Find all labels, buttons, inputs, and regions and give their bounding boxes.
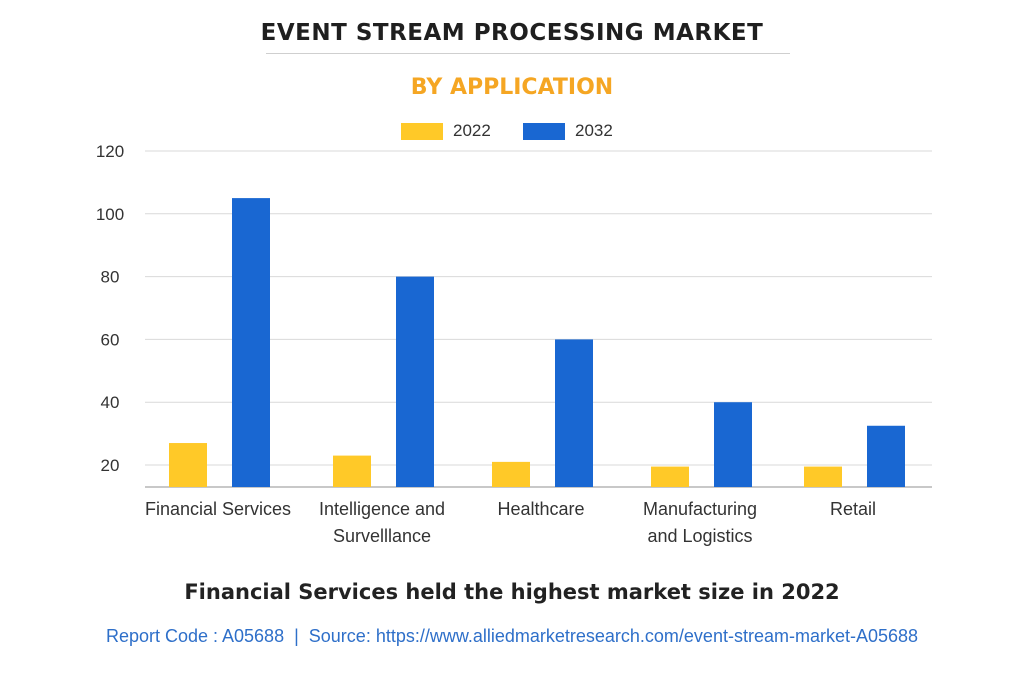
chart-subtitle: BY APPLICATION xyxy=(410,75,614,100)
bar-2022-1 xyxy=(333,455,371,487)
bar-2032-2 xyxy=(555,339,593,487)
y-tick-label-120: 120 xyxy=(96,142,124,161)
legend-swatch-2022 xyxy=(401,122,443,140)
x-tick-label-line: Survelllance xyxy=(333,526,431,546)
x-tick-label-line: Retail xyxy=(830,499,876,519)
x-tick-label-3: Manufacturing and Logistics xyxy=(643,499,757,546)
title-divider xyxy=(266,53,790,54)
legend-label-2022: 2022 xyxy=(453,121,491,140)
source-link[interactable]: Source: https://www.alliedmarketresearch… xyxy=(308,626,919,646)
legend-item-2022: 2022 xyxy=(401,120,491,142)
legend-swatch-2032 xyxy=(523,122,565,140)
y-tick-label-20: 20 xyxy=(101,456,120,475)
legend-item-2032: 2032 xyxy=(523,120,613,142)
x-tick-label-line: Financial Services xyxy=(145,499,291,519)
x-tick-label-line: Healthcare xyxy=(497,499,584,519)
bar-2022-0 xyxy=(169,443,207,487)
x-tick-label-line: Manufacturing xyxy=(643,499,757,519)
x-tick-label-line: and Logistics xyxy=(647,526,752,546)
y-tick-label-60: 60 xyxy=(101,330,120,349)
x-tick-label-0: Financial Services xyxy=(145,499,291,519)
source-separator: | xyxy=(294,626,299,646)
chart-legend: 2022 2032 xyxy=(0,120,1024,142)
y-tick-label-40: 40 xyxy=(101,393,120,412)
x-tick-label-2: Healthcare xyxy=(497,499,584,519)
source-line: Report Code : A05688 | Source: https://www… xyxy=(0,626,1024,647)
x-tick-label-4: Retail xyxy=(830,499,876,519)
bar-2022-3 xyxy=(651,466,689,487)
y-tick-label-80: 80 xyxy=(101,268,120,287)
legend-label-2032: 2032 xyxy=(575,121,613,140)
bar-2032-0 xyxy=(232,198,270,488)
bar-2032-1 xyxy=(396,276,434,487)
x-tick-label-line: Intelligence and xyxy=(319,499,445,519)
x-tick-label-1: Intelligence and Survelllance xyxy=(319,499,445,546)
bar-2032-3 xyxy=(714,402,752,487)
chart-headline: Financial Services held the highest mark… xyxy=(184,580,840,604)
bar-2022-2 xyxy=(492,461,530,487)
bar-2032-4 xyxy=(867,425,905,487)
y-tick-label-100: 100 xyxy=(96,205,124,224)
bar-2022-4 xyxy=(804,466,842,487)
report-code: Report Code : A05688 xyxy=(105,626,285,646)
chart-title: EVENT STREAM PROCESSING MARKET xyxy=(260,20,764,46)
